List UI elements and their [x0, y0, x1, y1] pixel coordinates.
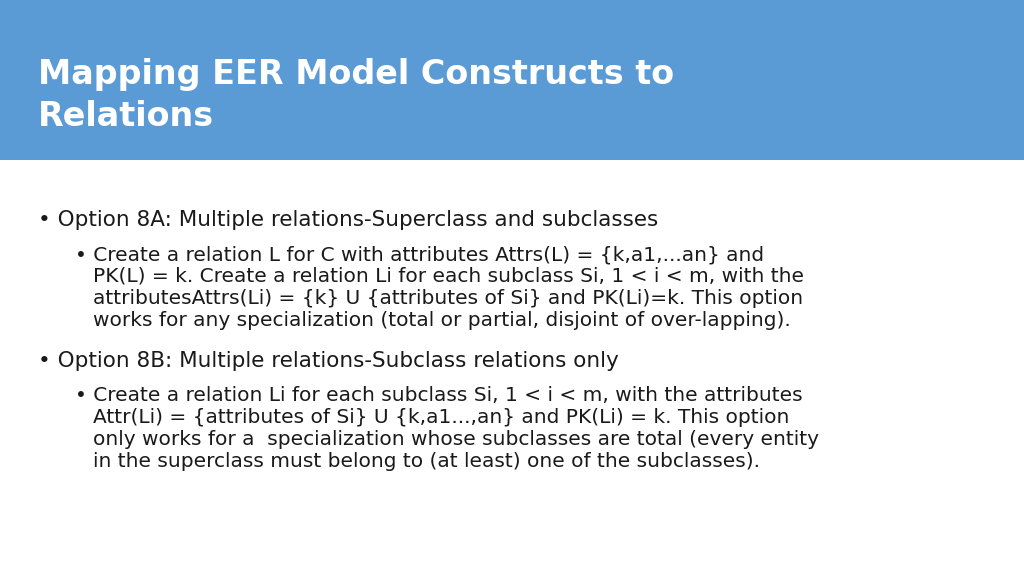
Text: • Create a relation Li for each subclass Si, 1 < i < m, with the attributes: • Create a relation Li for each subclass… — [75, 386, 803, 405]
Text: Attr(Li) = {attributes of Si} U {k,a1...,an} and PK(Li) = k. This option: Attr(Li) = {attributes of Si} U {k,a1...… — [93, 408, 790, 427]
Text: only works for a  specialization whose subclasses are total (every entity: only works for a specialization whose su… — [93, 430, 819, 449]
Text: Mapping EER Model Constructs to: Mapping EER Model Constructs to — [38, 58, 674, 91]
Text: • Create a relation L for C with attributes Attrs(L) = {k,a1,...an} and: • Create a relation L for C with attribu… — [75, 245, 764, 264]
Text: works for any specialization (total or partial, disjoint of over-lapping).: works for any specialization (total or p… — [93, 311, 791, 330]
Text: in the superclass must belong to (at least) one of the subclasses).: in the superclass must belong to (at lea… — [93, 452, 760, 471]
Text: • Option 8A: Multiple relations-Superclass and subclasses: • Option 8A: Multiple relations-Supercla… — [38, 210, 658, 230]
Text: Relations: Relations — [38, 100, 214, 133]
Text: PK(L) = k. Create a relation Li for each subclass Si, 1 < i < m, with the: PK(L) = k. Create a relation Li for each… — [93, 267, 804, 286]
Bar — [0, 0, 1024, 160]
Text: attributesAttrs(Li) = {k} U {attributes of Si} and PK(Li)=k. This option: attributesAttrs(Li) = {k} U {attributes … — [93, 289, 803, 308]
Text: • Option 8B: Multiple relations-Subclass relations only: • Option 8B: Multiple relations-Subclass… — [38, 351, 618, 371]
